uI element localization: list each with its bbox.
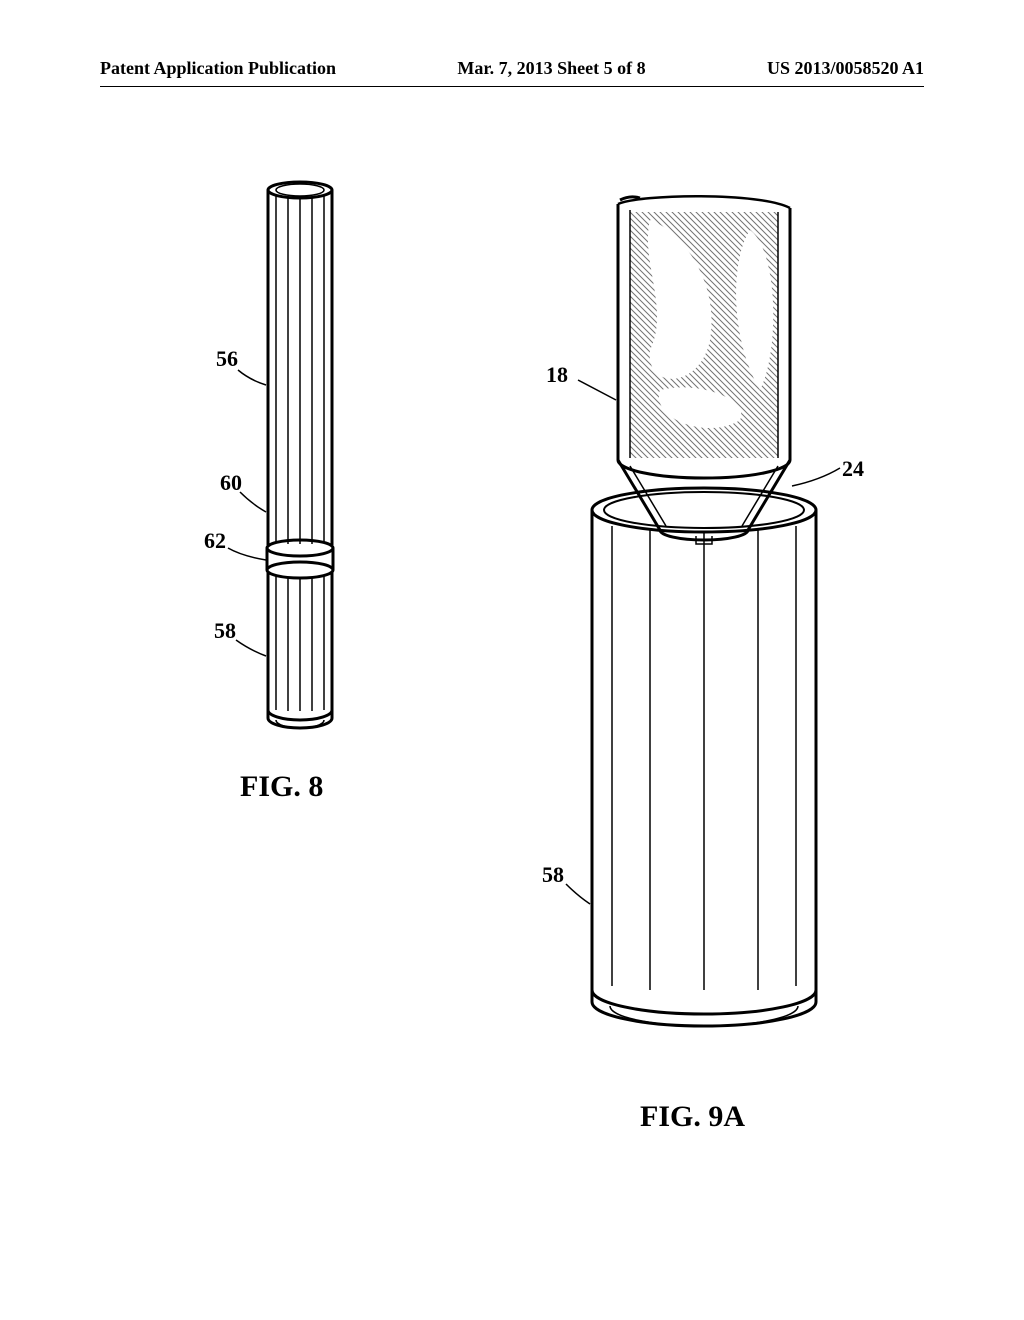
patent-page: Patent Application Publication Mar. 7, 2… — [0, 0, 1024, 1320]
fig9a-label: FIG. 9A — [640, 1100, 745, 1134]
ref-60: 60 — [220, 470, 242, 496]
page-header: Patent Application Publication Mar. 7, 2… — [0, 58, 1024, 79]
ref-56: 56 — [216, 346, 238, 372]
figure-8: 56 60 62 58 FIG. 8 — [180, 170, 420, 830]
header-rule — [100, 86, 924, 87]
ref-62: 62 — [204, 528, 226, 554]
ref-58-9a: 58 — [542, 862, 564, 888]
ref-58: 58 — [214, 618, 236, 644]
header-right: US 2013/0058520 A1 — [767, 58, 924, 79]
ref-24: 24 — [842, 456, 864, 482]
figure-9a: 18 24 58 FIG. 9A — [500, 190, 920, 1190]
fig8-drawing — [180, 170, 420, 750]
fig9a-drawing — [500, 190, 920, 1090]
header-center: Mar. 7, 2013 Sheet 5 of 8 — [457, 58, 645, 79]
ref-18: 18 — [546, 362, 568, 388]
figure-area: 56 60 62 58 FIG. 8 — [100, 130, 924, 1260]
fig8-label: FIG. 8 — [240, 770, 323, 804]
header-left: Patent Application Publication — [100, 58, 336, 79]
